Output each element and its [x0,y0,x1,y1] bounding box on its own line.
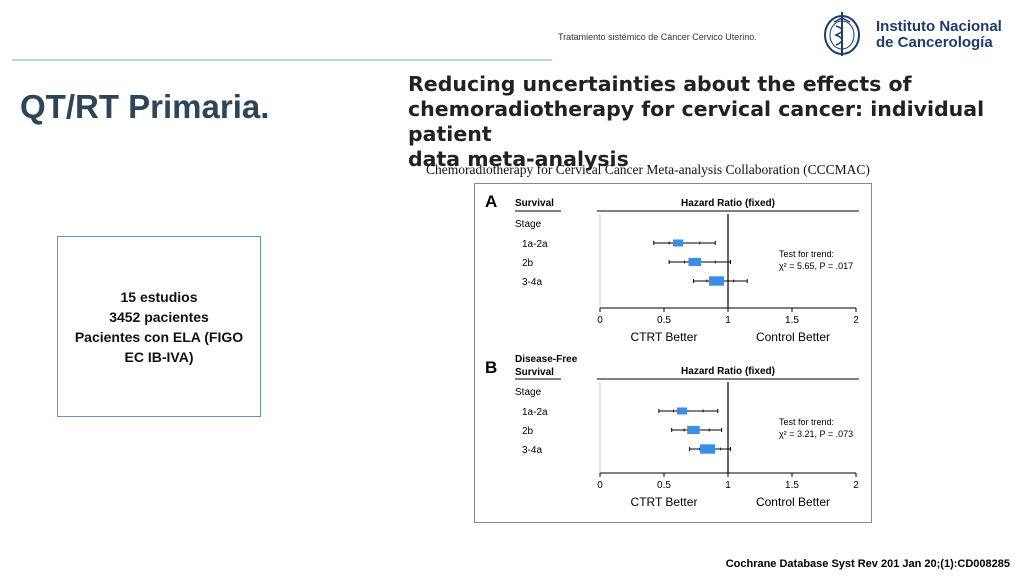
x-tick-label: 1 [725,480,731,491]
trend-test-label: Test for trend: [779,249,834,259]
hazard-ratio-marker [700,444,716,454]
trend-test-label: Test for trend: [779,417,834,427]
hazard-ratio-marker [673,239,684,247]
x-label-left: CTRT Better [631,330,698,344]
citation-footer: Cochrane Database Syst Rev 201 Jan 20;(1… [725,558,1010,570]
stage-label: 3-4a [522,445,542,456]
collaboration-credit: Chemoradiotherapy for Cervical Cancer Me… [426,162,870,177]
column-header: Hazard Ratio (fixed) [681,198,775,209]
forest-plot-svg: A Survival Hazard Ratio (fixed) Stage 1a-2a 2… [485,192,859,509]
hazard-ratio-marker [676,407,687,415]
outcome-label-line2: Survival [515,367,554,378]
x-label-right: Control Better [756,495,830,509]
hazard-ratio-marker [687,425,700,435]
x-tick-label: 0.5 [657,315,671,326]
slide-title: QT/RT Primaria. [20,88,270,125]
x-tick-label: 0.5 [657,480,671,491]
outcome-label: Survival [515,198,554,209]
row-group-label: Stage [515,219,542,230]
x-tick-label: 2 [853,315,859,326]
stage-label: 2b [522,426,534,437]
column-header: Hazard Ratio (fixed) [681,366,775,377]
summary-stage: EC IB-IVA) [124,348,194,365]
x-label-right: Control Better [756,330,830,344]
panel-letter: A [485,192,497,211]
institution-logo [820,8,1020,60]
x-tick-label: 1.5 [785,480,799,491]
row-group-label: Stage [515,387,542,398]
stage-label: 1a-2a [522,239,548,250]
summary-population: Pacientes con ELA (FIGO [74,328,244,345]
paper-title: Reducing uncertainties about the effects… [408,72,1018,172]
institution-name-line2: de Cancerología [876,34,993,51]
paper-title-line3: data meta-analysis [408,147,629,171]
paper-title-line2: chemoradiotherapy for cervical cancer: i… [408,97,985,146]
x-tick-label: 2 [853,480,859,491]
hazard-ratio-marker [708,276,724,286]
paper-title-line1: Reducing uncertainties about the effects… [408,72,912,96]
trend-test-value: χ² = 5.65, P = .017 [779,261,853,271]
x-tick-label: 0 [597,480,603,491]
x-tick-label: 0 [597,315,603,326]
trend-test-value: χ² = 3.21, P = .073 [779,429,853,439]
x-tick-label: 1 [725,315,731,326]
stage-label: 1a-2a [522,407,548,418]
institution-name: Instituto Nacional de Cancerología [876,19,1002,51]
summary-studies: 15 estudios [120,288,198,305]
institution-name-line1: Instituto Nacional [876,18,1002,35]
stage-label: 3-4a [522,277,542,288]
outcome-label-line1: Disease-Free [515,354,578,365]
header-subtitle: Tratamiento sistémico de Cáncer Cervico … [558,32,757,42]
x-tick-label: 1.5 [785,315,799,326]
hazard-ratio-marker [688,257,701,267]
caduceus-seal-icon [824,12,860,56]
panel-letter: B [485,358,497,377]
study-summary-box: 15 estudios 3452 pacientes Pacientes con… [57,236,261,417]
x-label-left: CTRT Better [631,495,698,509]
header-divider [12,59,552,61]
summary-patients: 3452 pacientes [109,308,209,325]
stage-label: 2b [522,258,534,269]
forest-plot-figure: A Survival Hazard Ratio (fixed) Stage 1a-2a 2… [474,183,872,523]
